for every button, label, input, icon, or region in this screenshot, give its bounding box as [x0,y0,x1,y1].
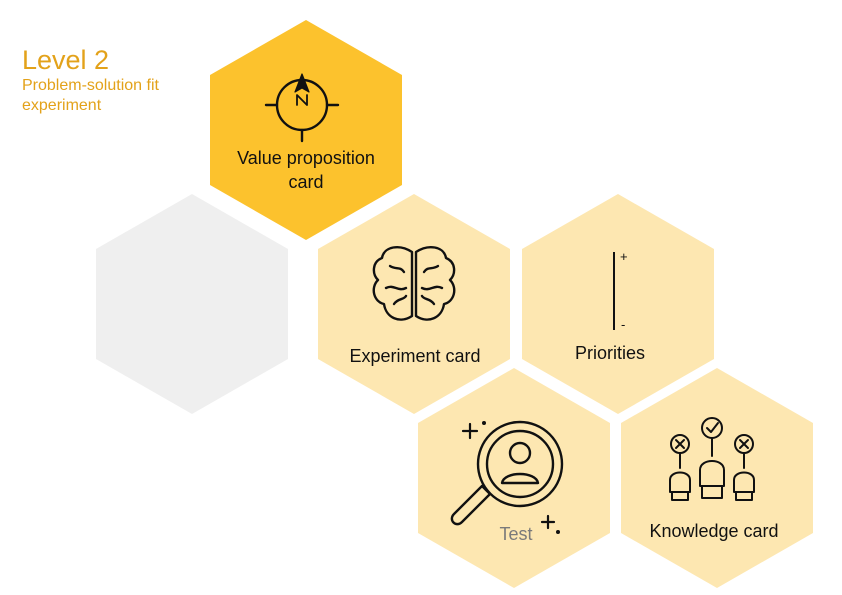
hex-experiment-card[interactable]: Experiment card [318,194,510,414]
knowledge-card-label: Knowledge card [649,521,778,541]
hex-knowledge-card[interactable]: Knowledge card [621,368,813,588]
hex-shape [418,368,610,588]
level-title: Level 2 [22,45,110,75]
experiment-card-label: Experiment card [349,346,480,366]
level-subtitle: Problem-solution fit experiment [22,77,159,114]
hex-shape [96,194,288,414]
magnifier-user-icon [450,420,564,534]
brain-icon [372,246,456,321]
voting-hands-icon [669,417,755,501]
compass-icon [264,73,340,143]
hex-test[interactable]: Test [418,368,610,588]
priorities-label: Priorities [575,343,645,363]
test-label: Test [499,524,532,544]
title-block: Level 2 Problem-solution fit experiment [22,44,212,116]
hex-value-proposition[interactable]: Value proposition card [210,20,402,240]
hex-shape [621,368,813,588]
value-prop-label-line1: Value proposition [237,148,375,168]
priority-minus: - [621,317,625,332]
priority-plus: + [620,249,628,264]
value-prop-label-line2: card [288,172,323,192]
hex-priorities[interactable]: + - Priorities [522,194,714,414]
hex-shape [522,194,714,414]
hex-empty [96,194,288,414]
hex-shape [318,194,510,414]
